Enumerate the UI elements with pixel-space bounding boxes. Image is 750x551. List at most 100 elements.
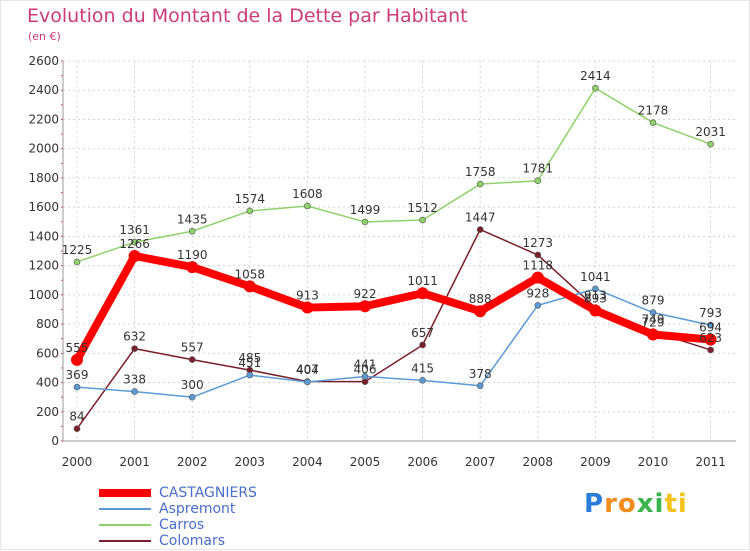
data-label: 300 <box>181 378 204 392</box>
data-label: 1041 <box>580 270 611 284</box>
chart-subtitle: (en €) <box>28 30 61 43</box>
data-label: 2178 <box>638 104 669 118</box>
data-label: 406 <box>354 363 377 377</box>
data-point <box>589 304 602 317</box>
y-tick-label: 2600 <box>28 54 59 68</box>
data-label: 1118 <box>523 259 554 273</box>
data-point <box>704 333 717 346</box>
data-label: 893 <box>584 291 607 305</box>
y-tick-label: 2000 <box>28 142 59 156</box>
x-tick-label: 2006 <box>407 455 438 469</box>
x-tick-label: 2001 <box>119 455 150 469</box>
data-point <box>534 177 542 184</box>
data-label: 1781 <box>523 162 554 176</box>
x-tick-label: 2010 <box>638 455 669 469</box>
data-label: 1225 <box>62 243 93 257</box>
legend-swatch <box>99 524 151 526</box>
logo-letter: t <box>664 489 678 519</box>
data-label: 378 <box>469 367 492 381</box>
logo-letter: P <box>584 489 605 519</box>
data-label: 1758 <box>465 165 496 179</box>
legend-item: CASTAGNIERS <box>99 485 257 501</box>
data-label: 879 <box>642 294 665 308</box>
data-label: 369 <box>66 368 89 382</box>
x-tick-label: 2009 <box>580 455 611 469</box>
data-point <box>534 251 542 259</box>
data-point <box>73 258 81 266</box>
data-label: 557 <box>181 341 204 355</box>
data-label: 404 <box>296 363 319 377</box>
x-tick-label: 2011 <box>695 455 726 469</box>
legend-item: Colomars <box>99 533 225 549</box>
data-label: 485 <box>238 351 261 365</box>
data-point <box>246 207 254 215</box>
logo-letter: i <box>677 489 688 519</box>
data-point <box>246 371 254 379</box>
legend-swatch <box>99 540 151 542</box>
data-point <box>128 249 141 262</box>
y-tick-label: 2200 <box>28 112 59 126</box>
data-label: 84 <box>69 410 84 424</box>
data-point <box>592 84 599 92</box>
x-tick-label: 2002 <box>177 455 208 469</box>
data-point <box>476 226 484 233</box>
legend-label: Aspremont <box>159 501 236 517</box>
legend-swatch <box>99 489 151 497</box>
logo-letter: i <box>654 489 665 519</box>
data-point <box>531 271 544 284</box>
legend-label: Carros <box>159 517 205 533</box>
data-label: 1266 <box>119 237 150 251</box>
data-point <box>361 373 369 380</box>
data-label: 623 <box>699 331 722 345</box>
data-point <box>419 377 426 384</box>
series-line-castagniers <box>73 251 711 362</box>
data-label: 415 <box>411 361 434 375</box>
legend-label: CASTAGNIERS <box>159 485 257 501</box>
series-line-carros <box>76 87 711 263</box>
data-label: 922 <box>354 287 377 301</box>
data-point <box>647 328 659 341</box>
data-point <box>71 353 83 366</box>
y-tick-label: 1800 <box>28 171 59 185</box>
data-label: 441 <box>354 358 377 372</box>
y-tick-label: 1200 <box>28 259 59 273</box>
data-point <box>304 378 311 386</box>
logo-letter: x <box>636 489 655 519</box>
series-line-aspremont <box>76 288 711 398</box>
data-label: 1608 <box>292 187 323 201</box>
data-label: 1058 <box>235 267 266 281</box>
x-tick-label: 2008 <box>523 455 554 469</box>
y-tick-label: 200 <box>36 405 59 419</box>
data-point <box>73 383 81 391</box>
data-point <box>476 382 484 390</box>
data-point <box>188 227 196 235</box>
data-point <box>419 341 426 349</box>
data-point <box>186 261 199 274</box>
data-point <box>419 216 426 224</box>
data-point <box>416 287 429 300</box>
data-point <box>707 321 714 329</box>
data-label: 793 <box>699 306 722 320</box>
data-label: 657 <box>411 326 434 340</box>
data-point <box>649 119 657 126</box>
y-tick-label: 1400 <box>28 229 59 243</box>
data-point <box>707 140 714 148</box>
legend-label: Colomars <box>159 533 226 549</box>
data-point <box>592 285 599 293</box>
data-point <box>359 300 371 313</box>
data-label: 1361 <box>119 223 150 237</box>
data-point <box>131 238 138 246</box>
data-point <box>534 302 542 309</box>
data-label: 1499 <box>350 203 381 217</box>
data-label: 913 <box>584 289 607 303</box>
data-label: 451 <box>238 356 261 370</box>
y-tick-label: 1000 <box>28 288 59 302</box>
data-label: 1512 <box>407 201 438 215</box>
y-tick-label: 2400 <box>28 83 59 97</box>
data-label: 1574 <box>235 192 266 206</box>
data-label: 1447 <box>465 211 496 225</box>
data-label: 555 <box>66 341 89 355</box>
data-point <box>188 356 196 363</box>
data-label: 928 <box>526 286 549 300</box>
